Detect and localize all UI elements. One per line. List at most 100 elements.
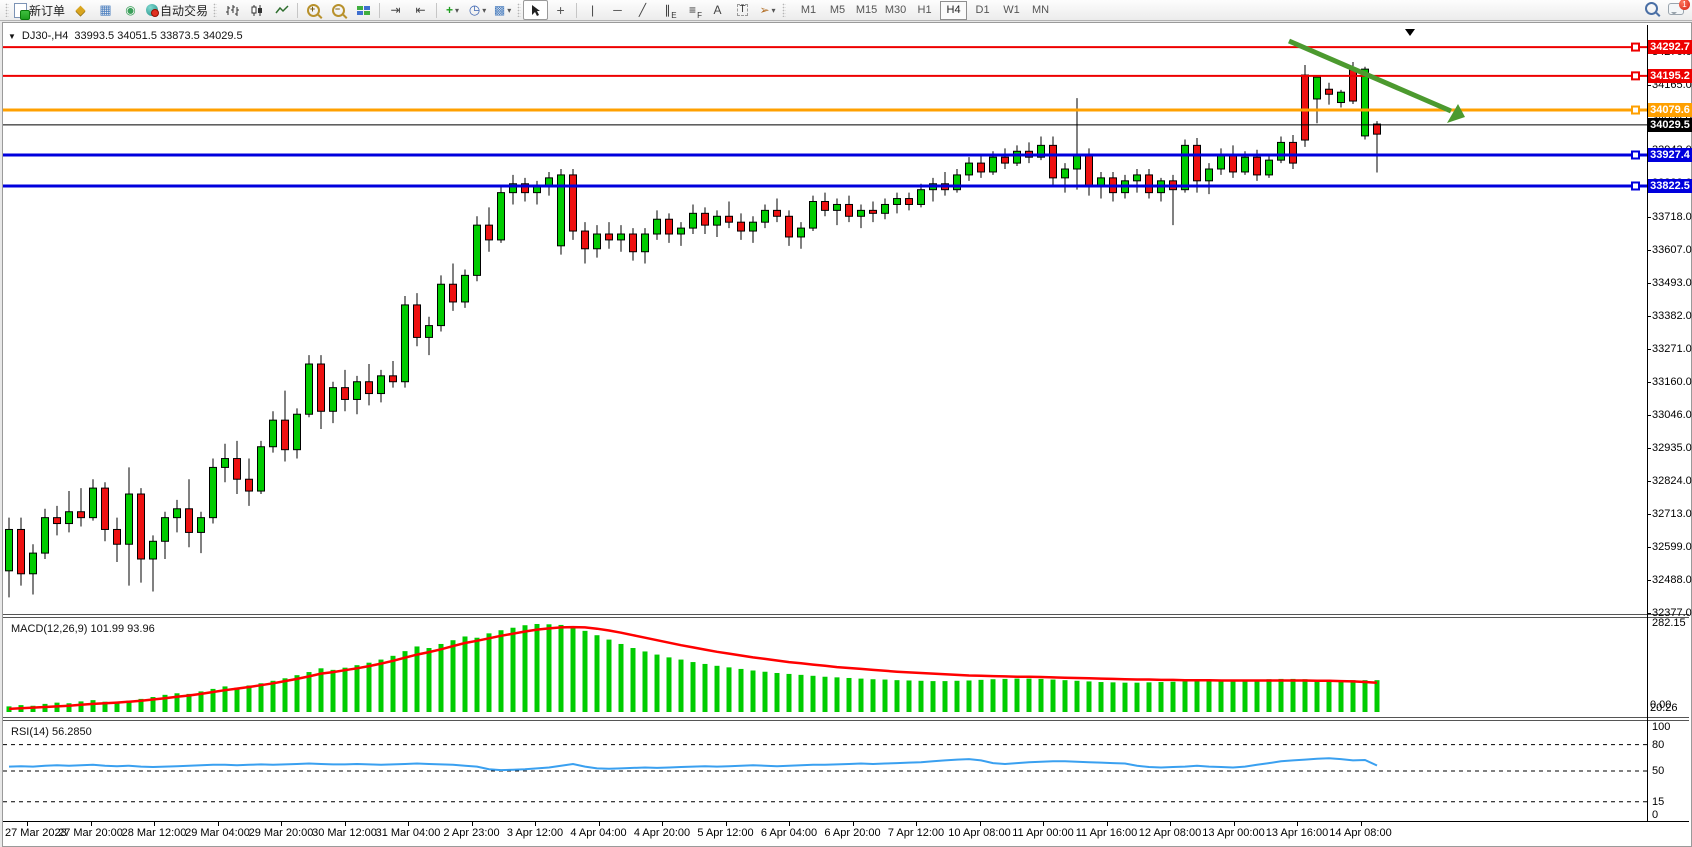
chat-icon[interactable]: 1 — [1668, 0, 1690, 15]
time-axis-label: 11 Apr 00:00 — [1012, 827, 1074, 839]
timeframe-button-m5[interactable]: M5 — [829, 4, 846, 16]
candlestick — [521, 183, 529, 194]
timeframe-button-m1[interactable]: M1 — [800, 4, 817, 16]
level-handle[interactable] — [1631, 71, 1640, 81]
search-icon[interactable] — [1645, 2, 1658, 15]
fibonacci-icon: ≡ F — [689, 3, 703, 20]
macd-histogram-bar — [834, 677, 840, 712]
price-tick-mark — [1647, 316, 1651, 318]
fibonacci-tool-button[interactable]: ≡ F — [680, 0, 705, 20]
time-axis-label: 4 Apr 20:00 — [633, 827, 691, 839]
candlestick — [749, 221, 757, 232]
trend-arrow-head[interactable] — [1447, 104, 1465, 123]
macd-histogram-bar — [162, 694, 168, 712]
time-tick-mark — [535, 822, 536, 826]
new-order-button[interactable]: 新订单 — [11, 0, 68, 20]
candlestick — [305, 363, 313, 415]
text-tool-button[interactable]: A — [705, 0, 730, 20]
macd-histogram-bar — [186, 693, 192, 712]
templates-button[interactable]: ▩ ▾ — [493, 3, 512, 17]
time-axis-line — [3, 821, 1689, 822]
macd-histogram-bar — [798, 674, 804, 712]
candlestick — [641, 233, 649, 253]
signals-button[interactable]: ◉ — [118, 0, 143, 20]
price-tick-label: 32599.0 — [1652, 541, 1692, 554]
macd-histogram-bar — [330, 669, 336, 712]
crosshair-tool-button[interactable]: + — [548, 0, 573, 20]
candlestick — [173, 508, 181, 519]
line-chart-button[interactable] — [269, 0, 294, 20]
timeframe-button-m15[interactable]: M15 — [855, 4, 878, 16]
level-handle[interactable] — [1631, 150, 1640, 160]
time-axis-label: 27 Mar 2023 — [5, 827, 67, 839]
candlestick — [1373, 123, 1381, 135]
candlestick — [713, 215, 721, 226]
horizontal-line-tool-button[interactable]: ─ — [605, 0, 630, 20]
timeframe-button-m30[interactable]: M30 — [884, 4, 907, 16]
time-tick-mark — [725, 822, 727, 826]
time-axis-label: 4 Apr 04:00 — [570, 827, 627, 839]
group-grip[interactable] — [517, 3, 522, 17]
channel-tool-button[interactable]: ∥ E — [655, 0, 680, 20]
separator — [436, 2, 438, 18]
candlestick — [1301, 74, 1309, 141]
macd-histogram-bar — [1062, 680, 1068, 712]
timeframe-button-w1[interactable]: W1 — [1003, 4, 1020, 16]
zoom-out-button[interactable]: − — [326, 0, 351, 20]
timeframe-button-mn[interactable]: MN — [1031, 4, 1050, 16]
candlestick — [1229, 153, 1237, 173]
chart-styler-button[interactable]: ◆ — [68, 0, 93, 20]
macd-histogram-bar — [174, 693, 180, 712]
timeframe-button-h1[interactable]: H1 — [917, 4, 932, 16]
templates-icon: ▩ — [493, 3, 506, 17]
group-grip[interactable] — [213, 3, 218, 17]
time-axis-label: 12 Apr 08:00 — [1138, 827, 1202, 839]
cursor-tool-button[interactable] — [523, 0, 549, 20]
macd-histogram-bar — [1302, 679, 1308, 712]
macd-histogram-bar — [1134, 682, 1140, 712]
signal-icon: ◉ — [125, 3, 136, 17]
candlestick — [1337, 91, 1345, 104]
timeframe-button-h4[interactable]: H4 — [940, 0, 968, 20]
zoom-in-button[interactable]: + — [301, 0, 326, 20]
level-handle[interactable] — [1631, 105, 1640, 115]
periods-button[interactable]: ◷ ▾ — [468, 2, 487, 17]
candlestick — [1145, 174, 1153, 194]
separator — [379, 2, 381, 18]
macd-histogram-bar — [582, 630, 588, 712]
macd-histogram-bar — [546, 624, 552, 712]
candlestick — [1265, 159, 1273, 176]
macd-axis-label: 20.26 — [1650, 702, 1678, 714]
macd-histogram-bar — [750, 670, 756, 712]
indicators-button[interactable]: + ▾ — [446, 3, 460, 17]
timeframe-button-d1[interactable]: D1 — [975, 4, 990, 16]
bar-chart-button[interactable] — [219, 0, 244, 20]
vertical-line-tool-button[interactable]: | — [580, 0, 605, 20]
toolbar-grip[interactable] — [5, 3, 9, 17]
level-handle[interactable] — [1631, 42, 1640, 52]
new-chart-button[interactable]: ▦ — [93, 0, 118, 20]
auto-scroll-button[interactable]: ⇤ — [408, 0, 433, 20]
group-grip[interactable] — [782, 3, 787, 17]
trendline-tool-button[interactable]: ╱ — [630, 0, 655, 20]
auto-trading-button[interactable]: 自动交易 — [143, 0, 211, 20]
candlestick — [1013, 150, 1021, 164]
macd-histogram-bar — [822, 676, 828, 712]
arrows-tool-button[interactable]: ➢ ▾ — [759, 3, 776, 17]
level-handle[interactable] — [1631, 181, 1640, 191]
time-axis-label: 6 Apr 20:00 — [824, 827, 881, 839]
tile-windows-button[interactable] — [351, 0, 376, 20]
chart-shift-button[interactable]: ⇥ — [383, 0, 408, 20]
trend-arrow[interactable] — [1288, 38, 1452, 114]
candlestick-chart-button[interactable] — [244, 0, 269, 20]
macd-histogram-bar — [294, 675, 300, 712]
macd-histogram-bar — [282, 678, 288, 712]
candlestick — [845, 203, 853, 217]
text-label-tool-button[interactable]: T — [730, 0, 755, 20]
macd-pane — [6, 623, 1380, 712]
pane-separator[interactable] — [3, 614, 1689, 618]
time-tick-mark — [27, 822, 28, 826]
macd-histogram-bar — [894, 680, 900, 712]
pane-separator[interactable] — [3, 717, 1689, 721]
collapse-icon[interactable]: ▼ — [8, 31, 16, 41]
